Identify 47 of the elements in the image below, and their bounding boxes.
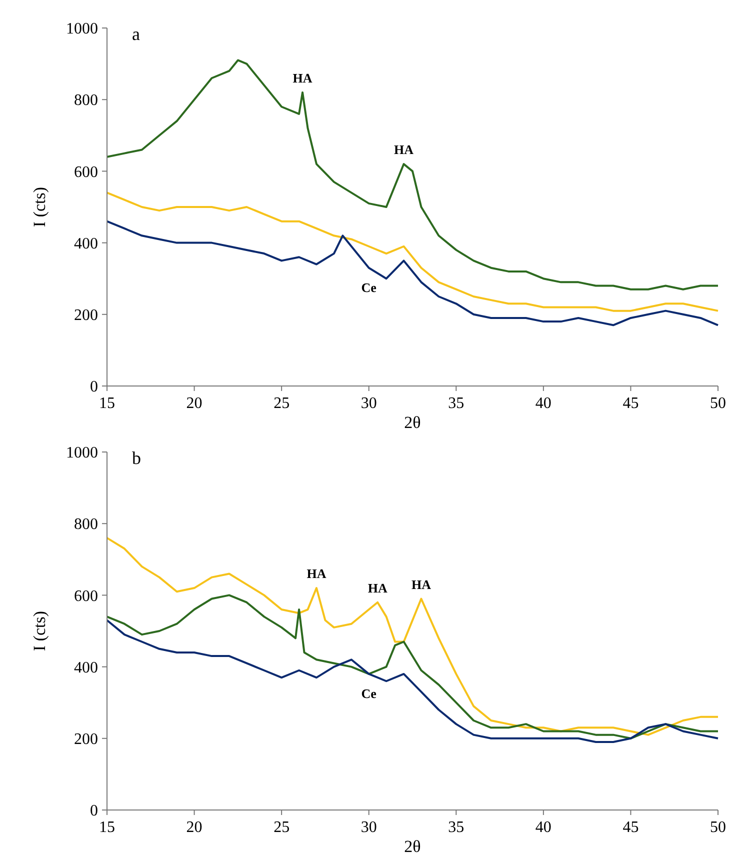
y-tick-label: 0 <box>90 378 98 396</box>
x-tick-label: 15 <box>99 819 115 836</box>
y-tick-label: 600 <box>74 164 98 181</box>
line-series <box>106 220 719 326</box>
x-axis-title: 2θ <box>404 837 421 856</box>
x-axis-title: 2θ <box>404 413 421 432</box>
x-tick-label: 40 <box>535 819 552 836</box>
x-tick-label: 35 <box>448 819 464 836</box>
x-tick-label: 20 <box>186 819 202 836</box>
line-series <box>106 192 719 312</box>
chart-title: b <box>132 448 141 468</box>
x-tick-label: 25 <box>274 819 290 836</box>
x-tick-label: 40 <box>535 395 552 412</box>
x-tick-label: 30 <box>360 819 377 836</box>
line-series <box>106 619 719 743</box>
x-tick-label: 20 <box>186 395 202 412</box>
chart-title: a <box>132 24 140 44</box>
annotation: Ce <box>361 686 377 701</box>
y-tick-label: 0 <box>90 802 98 820</box>
x-tick-label: 45 <box>622 395 639 412</box>
x-tick-label: 45 <box>622 819 639 836</box>
y-tick-label: 200 <box>74 307 98 324</box>
annotation: Ce <box>361 280 377 295</box>
y-tick-label: 800 <box>74 92 98 110</box>
annotation: HA <box>394 142 414 158</box>
annotation: HA <box>411 576 432 592</box>
y-axis-title: I (cts) <box>30 610 49 652</box>
x-tick-label: 50 <box>710 819 726 836</box>
y-tick-label: 1000 <box>66 20 98 38</box>
x-tick-label: 35 <box>448 395 464 412</box>
y-tick-label: 400 <box>74 235 98 252</box>
y-tick-label: 600 <box>74 588 98 605</box>
x-tick-label: 15 <box>99 395 115 412</box>
x-tick-label: 30 <box>360 395 377 412</box>
y-tick-label: 800 <box>74 516 98 534</box>
annotation: HA <box>292 70 313 86</box>
line-series <box>106 59 719 290</box>
y-tick-label: 400 <box>74 659 98 676</box>
annotation: HA <box>368 580 388 596</box>
line-series <box>106 594 719 740</box>
line-series <box>106 536 719 736</box>
x-tick-label: 25 <box>274 395 290 412</box>
annotation: HA <box>306 566 327 582</box>
y-axis-title: I (cts) <box>30 186 49 228</box>
y-tick-label: 1000 <box>66 444 98 462</box>
y-tick-label: 200 <box>74 731 98 748</box>
x-tick-label: 50 <box>710 395 726 412</box>
